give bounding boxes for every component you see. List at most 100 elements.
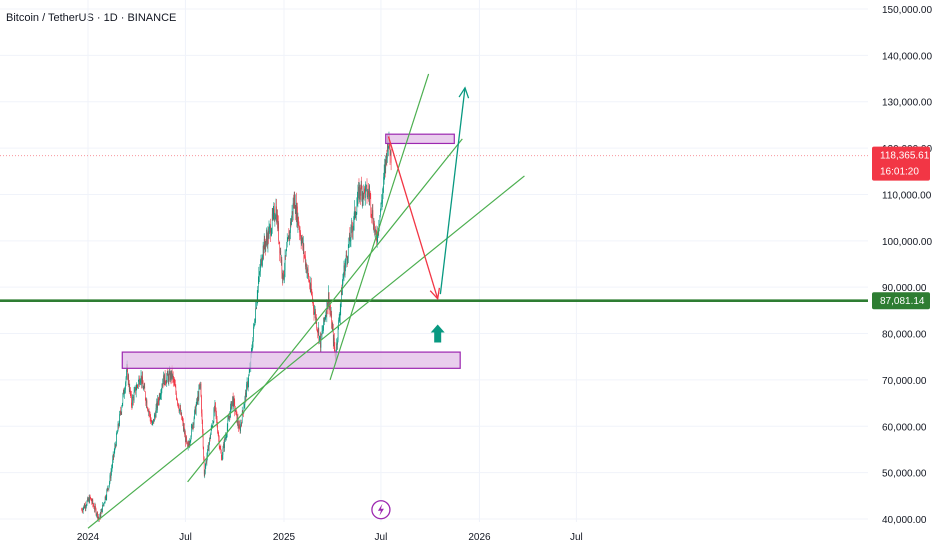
- candle-body: [350, 240, 351, 242]
- candle-body: [138, 378, 140, 382]
- candle-body: [359, 185, 361, 194]
- candle-body: [239, 424, 240, 429]
- candle-body: [251, 349, 253, 351]
- candle-body: [157, 398, 159, 402]
- candle-body: [84, 504, 86, 508]
- candle-body: [216, 418, 218, 427]
- candle-body: [159, 395, 161, 399]
- candle-body: [346, 254, 347, 257]
- candle-body: [121, 407, 123, 413]
- candle-body: [239, 428, 241, 432]
- projection-arrow-up-head: [458, 86, 470, 99]
- candle-body: [304, 255, 306, 257]
- candle-body: [97, 512, 98, 519]
- candle-body: [369, 192, 370, 197]
- candle-body: [255, 308, 257, 310]
- candle-body: [149, 412, 150, 414]
- candle-body: [253, 324, 255, 327]
- zone-rectangle-2[interactable]: [385, 133, 455, 145]
- candle-body: [182, 420, 184, 422]
- candle-body: [167, 372, 169, 376]
- candle-body: [359, 185, 360, 200]
- candle-body: [267, 239, 268, 246]
- candle-body: [215, 407, 217, 415]
- candle-body: [364, 186, 365, 190]
- candle-body: [81, 509, 83, 511]
- candle-body: [166, 377, 168, 383]
- candle-body: [376, 237, 377, 241]
- candle-body: [217, 432, 219, 435]
- candle-body: [342, 278, 344, 284]
- candle-body: [86, 501, 88, 506]
- candle-body: [204, 472, 206, 475]
- candle-body: [264, 238, 266, 245]
- candle-body: [286, 247, 287, 251]
- candle-body: [124, 391, 125, 395]
- candle-body: [112, 459, 113, 466]
- candle-body: [269, 225, 271, 227]
- candle-body: [82, 508, 84, 512]
- candle-body: [299, 232, 301, 234]
- candle-body: [85, 506, 87, 508]
- candle-body: [134, 389, 135, 393]
- candle-body: [365, 187, 366, 198]
- x-tick-label: 2024: [77, 532, 100, 543]
- trendline-2[interactable]: [187, 138, 463, 483]
- candle-body: [348, 244, 350, 246]
- candle-body: [321, 331, 323, 335]
- candle-body: [187, 442, 188, 447]
- candle-body: [282, 270, 284, 279]
- candle-body: [259, 272, 260, 275]
- candle-body: [386, 154, 388, 159]
- candle-body: [130, 394, 132, 395]
- projection-arrow-up[interactable]: [439, 87, 466, 295]
- candle-body: [188, 444, 190, 446]
- y-tick-label: 100,000.00: [882, 237, 932, 248]
- candle-body: [292, 203, 294, 215]
- candle-body: [173, 377, 174, 382]
- candle-body: [300, 239, 302, 244]
- candle-body: [196, 399, 198, 401]
- candle-body: [353, 212, 355, 223]
- projection-arrow-down[interactable]: [387, 136, 439, 299]
- candle-body: [169, 371, 171, 381]
- candle-body: [187, 443, 189, 447]
- candle-body: [210, 427, 212, 434]
- candle-body: [128, 376, 129, 386]
- candle-body: [87, 498, 89, 501]
- candle-body: [262, 256, 263, 262]
- candle-body: [327, 301, 328, 309]
- candle-body: [100, 512, 102, 518]
- candle-body: [289, 231, 291, 233]
- candle-body: [101, 508, 102, 513]
- x-tick-label: Jul: [570, 532, 583, 543]
- zone-rectangle-1[interactable]: [121, 351, 461, 369]
- trendline-1[interactable]: [87, 175, 525, 529]
- candle-body: [191, 426, 192, 437]
- candle-body: [346, 256, 348, 261]
- candle-body: [210, 433, 211, 439]
- candle-body: [299, 227, 300, 233]
- candle-body: [296, 201, 297, 220]
- candle-body: [363, 186, 365, 198]
- candle-body: [257, 282, 259, 288]
- candle-body: [347, 258, 349, 261]
- candle-body: [235, 409, 237, 412]
- candle-body: [103, 503, 105, 505]
- candle-body: [360, 184, 362, 196]
- candle-body: [358, 186, 359, 191]
- y-tick-label: 40,000.00: [882, 515, 927, 526]
- candle-body: [186, 441, 188, 443]
- candle-body: [273, 208, 275, 211]
- candle-body: [382, 187, 384, 194]
- candle-body: [332, 328, 334, 344]
- candle-body: [223, 443, 225, 448]
- candle-body: [323, 317, 325, 321]
- trendline-3[interactable]: [329, 73, 430, 381]
- candle-body: [330, 313, 332, 315]
- candle-body: [377, 228, 379, 240]
- candle-body: [390, 150, 391, 156]
- candle-body: [247, 382, 248, 388]
- candle-body: [153, 419, 155, 422]
